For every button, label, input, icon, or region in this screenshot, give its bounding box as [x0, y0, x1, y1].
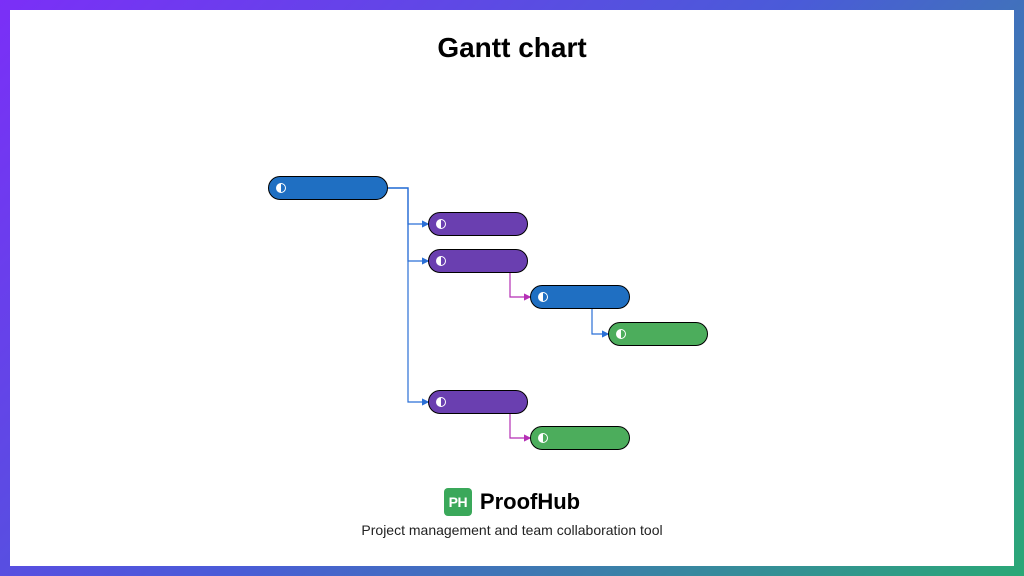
gantt-bar — [530, 426, 630, 450]
logo-text: PH — [449, 494, 467, 510]
gantt-bar — [608, 322, 708, 346]
progress-icon — [436, 256, 446, 266]
tagline: Project management and team collaboratio… — [10, 522, 1014, 538]
progress-icon — [276, 183, 286, 193]
progress-icon — [538, 292, 548, 302]
progress-icon — [616, 329, 626, 339]
gantt-bar — [268, 176, 388, 200]
brand-row: PH ProofHub — [444, 488, 580, 516]
gantt-bar — [428, 212, 528, 236]
gradient-border: Gantt chart PH ProofHub Project manageme… — [0, 0, 1024, 576]
gantt-bar — [530, 285, 630, 309]
inner-canvas: Gantt chart PH ProofHub Project manageme… — [10, 10, 1014, 566]
progress-icon — [538, 433, 548, 443]
gantt-bar — [428, 249, 528, 273]
progress-icon — [436, 219, 446, 229]
footer: PH ProofHub Project management and team … — [10, 488, 1014, 538]
gantt-bar — [428, 390, 528, 414]
brand-name: ProofHub — [480, 489, 580, 515]
frame: Gantt chart PH ProofHub Project manageme… — [0, 0, 1024, 576]
gantt-bar-layer — [10, 10, 1014, 566]
progress-icon — [436, 397, 446, 407]
logo-icon: PH — [444, 488, 472, 516]
